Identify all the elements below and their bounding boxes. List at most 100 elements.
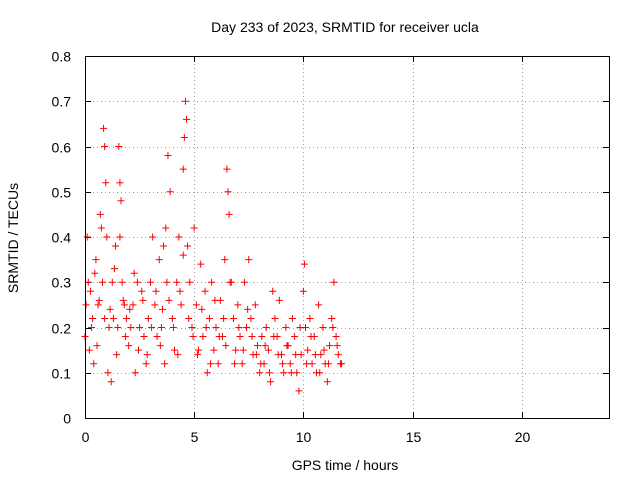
data-point [224, 188, 232, 196]
data-point [203, 369, 211, 377]
data-point [229, 314, 237, 322]
data-point [225, 210, 233, 218]
data-point [283, 342, 291, 350]
data-point [306, 314, 314, 322]
data-point [316, 369, 324, 377]
data-point [143, 351, 151, 359]
data-point [300, 260, 308, 268]
data-point [110, 265, 118, 273]
data-point [295, 387, 303, 395]
data-point [332, 333, 340, 341]
data-point [134, 346, 142, 354]
data-point [171, 346, 179, 354]
data-point [269, 287, 277, 295]
data-point [287, 369, 295, 377]
data-point [142, 360, 150, 368]
data-point [168, 314, 176, 322]
data-point [292, 351, 300, 359]
data-point [223, 165, 231, 173]
data-point [106, 305, 114, 313]
y-tick-label: 0.7 [52, 94, 72, 110]
data-point [245, 256, 253, 264]
data-point [193, 351, 201, 359]
data-point [121, 333, 129, 341]
plot-frame [85, 56, 610, 419]
data-point [97, 224, 105, 232]
data-point [211, 296, 219, 304]
data-point [235, 324, 243, 331]
axis-ticks: 0 0.1 0.2 0.3 0.4 0.5 0.6 0.7 0.8 0 5 10 15 20 [52, 49, 609, 445]
data-point [252, 351, 260, 359]
data-point [190, 224, 198, 232]
data-point [275, 296, 283, 304]
y-tick-label: 0.3 [52, 275, 72, 291]
data-point [104, 369, 112, 377]
data-point [157, 324, 165, 331]
data-point [129, 301, 137, 309]
data-point [240, 278, 248, 286]
data-point [133, 278, 141, 286]
data-point [114, 324, 122, 331]
data-point [304, 346, 312, 354]
data-point [257, 360, 265, 368]
data-point [251, 301, 259, 309]
data-point [248, 333, 256, 341]
grid-lines [85, 56, 609, 418]
data-point [155, 256, 163, 264]
data-point [169, 324, 177, 331]
data-point [186, 278, 194, 286]
data-point [83, 233, 91, 241]
data-point [98, 278, 106, 286]
data-point [105, 324, 113, 331]
data-point [258, 333, 266, 341]
data-point [264, 346, 272, 354]
data-point [85, 346, 93, 354]
data-point [90, 360, 98, 368]
data-point [212, 324, 220, 331]
data-point [162, 224, 170, 232]
data-point [140, 333, 148, 341]
data-point [262, 324, 270, 331]
x-tick-label: 15 [406, 429, 422, 445]
data-point [103, 233, 111, 241]
data-point [338, 360, 346, 368]
data-point [296, 324, 304, 331]
data-point [89, 314, 97, 322]
data-point [181, 97, 189, 105]
data-point [139, 296, 147, 304]
data-point [271, 314, 279, 322]
data-point [165, 296, 173, 304]
data-point [320, 346, 328, 354]
data-point [108, 278, 116, 286]
x-tick-label: 20 [515, 429, 531, 445]
data-point [116, 233, 124, 241]
data-point [92, 256, 100, 264]
x-tick-label: 10 [296, 429, 312, 445]
data-point [125, 342, 133, 350]
data-point [174, 351, 182, 359]
data-point [180, 133, 188, 141]
data-point [136, 324, 144, 331]
data-point [197, 260, 205, 268]
data-point [138, 287, 146, 295]
data-point [160, 242, 168, 250]
data-point [207, 360, 215, 368]
data-point [117, 197, 125, 205]
data-point [334, 351, 342, 359]
data-point [153, 333, 161, 341]
data-point [261, 342, 269, 350]
data-point [267, 378, 275, 386]
data-point [93, 342, 101, 350]
y-axis-label: SRMTID / TECUs [5, 183, 21, 293]
data-point [291, 333, 299, 341]
y-tick-label: 0.1 [52, 366, 72, 382]
data-point [319, 324, 327, 331]
data-point [144, 314, 152, 322]
data-point [156, 342, 164, 350]
data-point [286, 360, 294, 368]
data-point [115, 143, 123, 150]
data-point [173, 278, 181, 286]
data-point [234, 301, 242, 309]
y-tick-label: 0.6 [52, 140, 72, 156]
